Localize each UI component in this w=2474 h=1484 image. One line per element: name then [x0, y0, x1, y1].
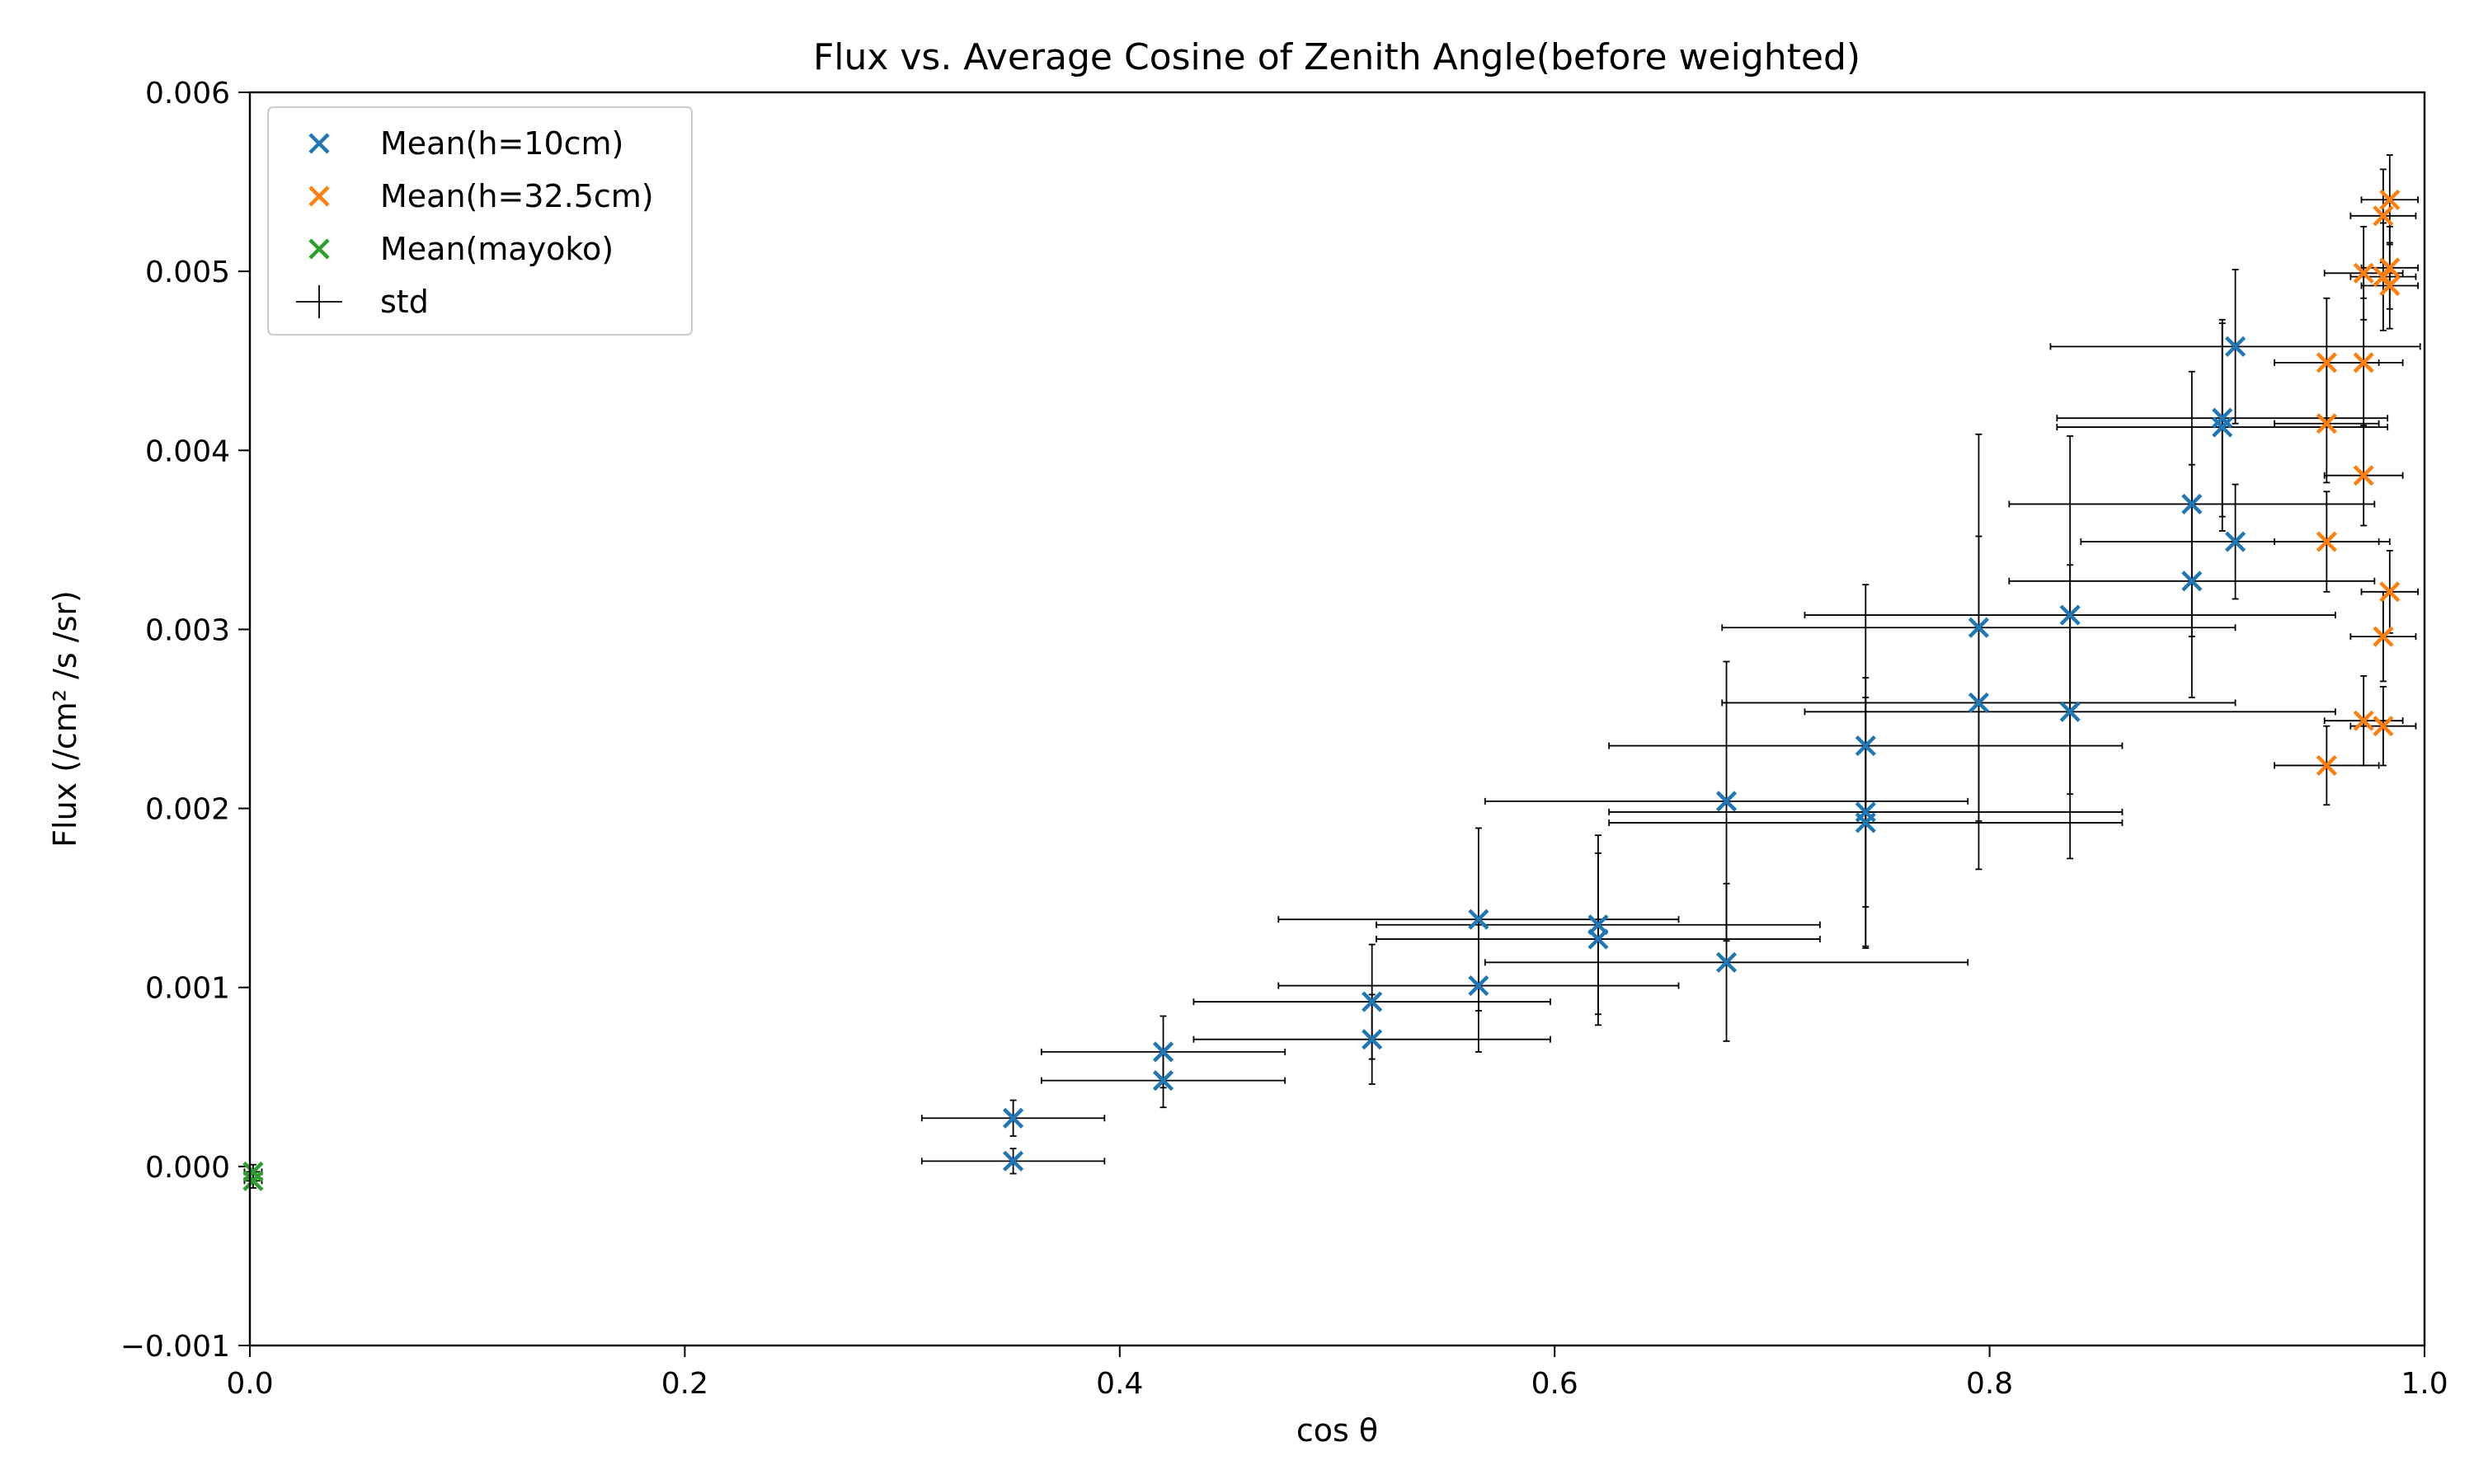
data-point-marker: [1152, 1041, 1174, 1063]
data-point-marker: [2373, 716, 2394, 737]
data-point-marker: [2316, 531, 2337, 552]
x-tick-label: 0.2: [661, 1367, 708, 1401]
data-point-marker: [1152, 1070, 1174, 1092]
x-axis-label: cos θ: [1296, 1412, 1378, 1449]
data-point-marker: [2316, 754, 2337, 777]
x-tick-label: 0.4: [1096, 1367, 1143, 1401]
x-tick-label: 0.6: [1531, 1367, 1578, 1401]
data-point-marker: [2059, 701, 2081, 722]
x-tick-label: 1.0: [2401, 1367, 2448, 1401]
data-point-marker: [242, 1161, 264, 1182]
data-point-marker: [242, 1170, 264, 1191]
y-tick-label: 0.003: [145, 613, 230, 647]
data-point-marker: [2373, 626, 2394, 647]
legend-marker: [308, 133, 330, 154]
data-point-marker: [2379, 189, 2401, 210]
y-tick-label: 0.000: [145, 1151, 230, 1185]
axes: 0.0 0.2 0.4 0.6 0.8 1.0 −0.001 0.000 0.001 0.002 0…: [120, 77, 2448, 1401]
data-point-marker: [1587, 914, 1609, 936]
data-point-marker: [2181, 493, 2203, 515]
data-point-marker: [1362, 991, 1383, 1012]
legend-entry-label: Mean(h=32.5cm): [380, 178, 654, 214]
y-tick-label: 0.005: [145, 256, 230, 289]
legend-entry-label: Mean(h=10cm): [380, 125, 623, 162]
y-tick-label: 0.002: [145, 793, 230, 827]
legend-marker: [308, 238, 330, 260]
data-point-marker: [1855, 735, 1876, 757]
y-tick-label: −0.001: [120, 1330, 230, 1364]
data-point-marker: [2059, 604, 2081, 626]
data-point-marker: [2353, 262, 2374, 284]
legend-entry-label: Mean(mayoko): [380, 231, 614, 267]
data-markers: [242, 189, 2401, 1191]
data-point-marker: [2379, 257, 2401, 279]
data-point-marker: [2212, 416, 2233, 438]
data-point-marker: [2379, 581, 2401, 603]
data-point-marker: [2316, 352, 2337, 373]
data-point-marker: [1968, 692, 1990, 714]
data-point-marker: [2373, 205, 2394, 227]
data-point-marker: [2212, 407, 2233, 429]
y-tick-label: 0.004: [145, 434, 230, 468]
data-point-marker: [2224, 531, 2246, 552]
data-point-marker: [1362, 1029, 1383, 1050]
data-point-marker: [1002, 1150, 1024, 1172]
y-axis-label: Flux (/cm² /s /sr): [47, 590, 83, 848]
legend-entry-label: std: [380, 284, 429, 320]
legend: Mean(h=10cm) Mean(h=32.5cm) Mean(mayoko) st…: [267, 106, 693, 336]
x-tick-label: 0.0: [226, 1367, 273, 1401]
data-point-marker: [1468, 909, 1489, 930]
data-point-marker: [2353, 352, 2374, 373]
data-point-marker: [2316, 413, 2337, 434]
data-point-marker: [2379, 275, 2401, 297]
legend-box: [267, 106, 693, 336]
legend-marker: [308, 186, 330, 207]
y-tick-label: 0.001: [145, 972, 230, 1006]
data-point-marker: [2353, 465, 2374, 486]
data-point-marker: [1715, 951, 1738, 973]
data-point-marker: [1855, 801, 1876, 823]
data-point-marker: [1968, 617, 1990, 638]
data-point-marker: [1468, 974, 1489, 997]
x-tick-label: 0.8: [1966, 1367, 2013, 1401]
data-point-marker: [1002, 1107, 1024, 1129]
plot-area-frame: [248, 91, 2426, 1347]
chart-title: Flux vs. Average Cosine of Zenith Angle(…: [813, 36, 1860, 78]
data-point-marker: [2224, 336, 2246, 357]
y-tick-label: 0.006: [145, 77, 230, 110]
data-point-marker: [1715, 791, 1738, 812]
data-point-marker: [2353, 710, 2374, 731]
data-point-marker: [2181, 571, 2203, 592]
